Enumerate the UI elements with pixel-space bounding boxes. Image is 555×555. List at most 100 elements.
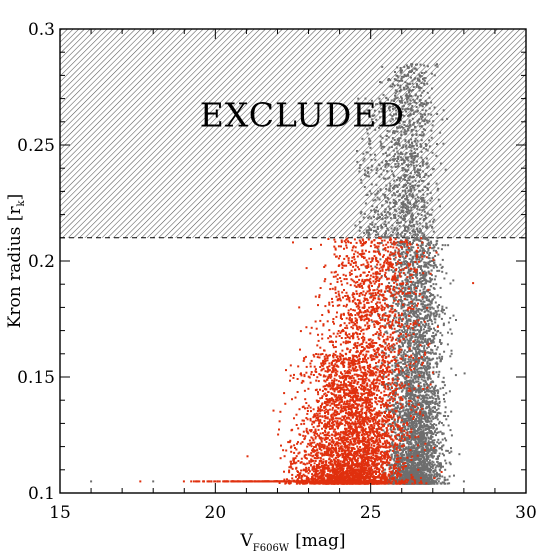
- data-point: [419, 431, 422, 434]
- data-point: [401, 345, 404, 348]
- data-point: [418, 373, 421, 376]
- data-point: [425, 332, 428, 335]
- data-point: [432, 449, 435, 451]
- data-point: [408, 414, 411, 417]
- data-point: [400, 452, 403, 455]
- data-point: [419, 475, 422, 478]
- data-point: [436, 294, 439, 297]
- data-point: [409, 124, 412, 127]
- data-point: [424, 349, 427, 352]
- data-point: [402, 76, 405, 78]
- data-point: [402, 144, 405, 147]
- data-point: [421, 455, 423, 458]
- data-point: [375, 103, 378, 106]
- data-point: [402, 334, 405, 337]
- data-point: [454, 374, 457, 377]
- data-point: [379, 140, 382, 143]
- data-point: [416, 230, 419, 233]
- data-point: [400, 216, 403, 219]
- data-point: [414, 110, 417, 113]
- data-point: [433, 392, 436, 395]
- data-point: [441, 357, 443, 360]
- data-point: [428, 366, 431, 369]
- data-point: [388, 324, 391, 326]
- data-point: [416, 363, 419, 366]
- data-point: [431, 349, 434, 352]
- data-point: [432, 307, 435, 310]
- data-point: [420, 115, 422, 118]
- data-point: [409, 146, 412, 149]
- data-point: [415, 380, 418, 383]
- data-point: [425, 295, 428, 298]
- data-point: [423, 218, 426, 221]
- data-point: [396, 330, 399, 333]
- data-point: [395, 79, 397, 82]
- data-point: [432, 393, 435, 396]
- data-point: [405, 75, 407, 78]
- data-point: [419, 408, 422, 411]
- data-point: [416, 370, 419, 373]
- data-point: [398, 80, 401, 82]
- data-point: [420, 385, 423, 388]
- data-point: [410, 365, 413, 368]
- data-point: [411, 105, 414, 107]
- data-point: [434, 384, 437, 387]
- data-point: [423, 199, 426, 202]
- data-point: [421, 108, 424, 111]
- data-point: [414, 372, 417, 374]
- data-point: [418, 466, 421, 469]
- data-point: [416, 207, 419, 210]
- data-point: [377, 213, 380, 216]
- data-point: [398, 282, 401, 285]
- data-point: [403, 464, 405, 467]
- data-point: [383, 299, 386, 302]
- data-point: [401, 169, 404, 172]
- data-point: [426, 418, 429, 421]
- data-point: [422, 128, 425, 131]
- data-point: [407, 373, 410, 376]
- data-point: [427, 482, 430, 485]
- data-point: [398, 320, 401, 323]
- data-point: [410, 311, 412, 314]
- data-point: [424, 123, 427, 126]
- data-point: [402, 167, 405, 169]
- data-point: [426, 402, 429, 405]
- data-point: [421, 451, 423, 454]
- data-point: [434, 310, 437, 312]
- data-point: [408, 119, 411, 122]
- data-point: [409, 334, 412, 337]
- data-point: [422, 464, 424, 467]
- data-point: [420, 461, 423, 464]
- data-point: [443, 454, 445, 457]
- data-point: [367, 229, 370, 232]
- data-point: [415, 285, 418, 288]
- data-point: [384, 220, 387, 223]
- data-point: [431, 465, 434, 467]
- data-point: [386, 290, 389, 292]
- data-point: [421, 298, 424, 301]
- data-point: [392, 149, 395, 152]
- data-point: [398, 249, 401, 252]
- data-point: [403, 294, 406, 297]
- data-point: [424, 143, 427, 145]
- data-point: [428, 371, 431, 374]
- data-point: [415, 475, 418, 478]
- data-point: [409, 269, 412, 272]
- data-point: [402, 186, 405, 188]
- data-point: [437, 330, 440, 332]
- data-point: [400, 341, 403, 344]
- data-point: [406, 100, 409, 103]
- data-point: [374, 153, 376, 156]
- data-point: [418, 433, 421, 436]
- data-point: [409, 320, 412, 322]
- data-point: [401, 433, 404, 436]
- data-point: [437, 187, 440, 190]
- data-point: [423, 291, 426, 294]
- data-point: [409, 440, 412, 443]
- data-point: [378, 110, 381, 113]
- data-point: [427, 261, 430, 264]
- data-point: [412, 194, 415, 197]
- data-point: [416, 272, 419, 275]
- data-point: [409, 387, 412, 390]
- data-point: [421, 252, 424, 255]
